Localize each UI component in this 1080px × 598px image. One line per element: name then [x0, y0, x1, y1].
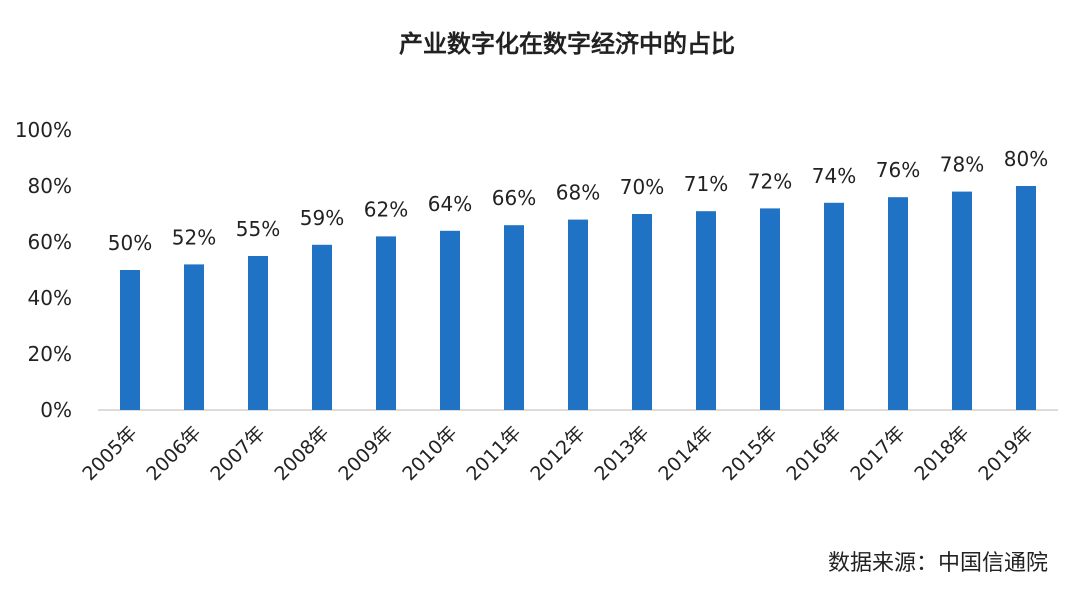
x-tick-label: 2017年	[846, 422, 909, 485]
data-label: 66%	[492, 186, 536, 210]
x-tick-label: 2010年	[398, 422, 461, 485]
bar	[568, 219, 588, 410]
x-tick-label: 2014年	[654, 422, 717, 485]
y-tick-label: 20%	[28, 342, 72, 366]
x-tick-label: 2005年	[78, 422, 141, 485]
x-axis: 2005年 2006年 2007年 2008年 2009年 2010年 2011年 2012年…	[78, 422, 1037, 485]
data-labels: 50% 52% 55% 59% 62% 64% 66% 68% 70% 71% 72% 74% 76% 7…	[108, 147, 1048, 255]
bar	[888, 197, 908, 410]
data-label: 52%	[172, 225, 216, 249]
bar	[184, 264, 204, 410]
bar	[952, 191, 972, 410]
bars	[120, 186, 1036, 410]
source-note: 数据来源：中国信通院	[828, 551, 1048, 576]
bar	[760, 208, 780, 410]
data-label: 71%	[684, 172, 728, 196]
data-label: 80%	[1004, 147, 1048, 171]
x-tick-label: 2015年	[718, 422, 781, 485]
x-tick-label: 2013年	[590, 422, 653, 485]
y-axis: 0% 20% 40% 60% 80% 100%	[15, 118, 72, 422]
data-label: 64%	[428, 192, 472, 216]
x-tick-label: 2009年	[334, 422, 397, 485]
x-tick-label: 2016年	[782, 422, 845, 485]
y-tick-label: 80%	[28, 174, 72, 198]
x-tick-label: 2008年	[270, 422, 333, 485]
data-label: 78%	[940, 153, 984, 177]
bar	[696, 211, 716, 410]
bar	[824, 202, 844, 410]
data-label: 76%	[876, 158, 920, 182]
data-label: 72%	[748, 169, 792, 193]
bar	[248, 256, 268, 410]
data-label: 70%	[620, 175, 664, 199]
data-label: 74%	[812, 164, 856, 188]
y-tick-label: 60%	[28, 230, 72, 254]
x-tick-label: 2011年	[462, 422, 525, 485]
bar	[504, 225, 524, 410]
data-label: 59%	[300, 206, 344, 230]
x-tick-label: 2018年	[910, 422, 973, 485]
data-label: 50%	[108, 231, 152, 255]
y-tick-label: 0%	[40, 398, 72, 422]
x-tick-label: 2019年	[974, 422, 1037, 485]
x-tick-label: 2012年	[526, 422, 589, 485]
data-label: 55%	[236, 217, 280, 241]
x-tick-label: 2006年	[142, 422, 205, 485]
bar	[632, 214, 652, 410]
bar	[1016, 186, 1036, 410]
data-label: 68%	[556, 181, 600, 205]
bar	[312, 244, 332, 410]
bar	[376, 236, 396, 410]
chart-title: 产业数字化在数字经济中的占比	[399, 30, 735, 58]
x-tick-label: 2007年	[206, 422, 269, 485]
bar	[120, 270, 140, 410]
y-tick-label: 100%	[15, 118, 72, 142]
data-label: 62%	[364, 197, 408, 221]
y-tick-label: 40%	[28, 286, 72, 310]
bar	[440, 230, 460, 410]
